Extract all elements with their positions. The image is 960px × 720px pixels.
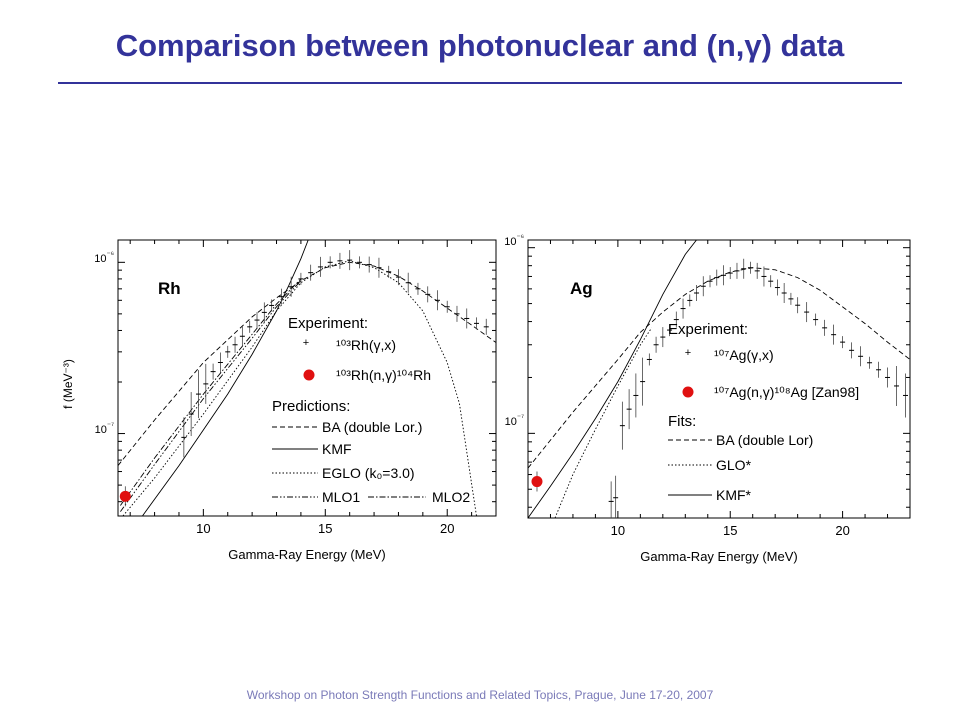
legend-entry-label: KMF [322, 441, 352, 457]
curve-ba-double-lor- [528, 267, 910, 469]
legend-experiment-heading: Experiment: [288, 315, 368, 332]
curve-mlo1 [120, 280, 302, 512]
legend-experiment-gx: ¹⁰³Rh(γ,x) [336, 337, 396, 353]
legend-fits-heading: Fits: [668, 413, 696, 430]
x-axis-label: Gamma-Ray Energy (MeV) [640, 549, 797, 564]
panel-label: Rh [158, 279, 181, 298]
ng-data-point [119, 490, 131, 502]
curve-eglo-k-3-0- [122, 260, 477, 516]
curve-kmf [142, 240, 309, 516]
y-axis-label: f (MeV⁻³) [61, 359, 75, 409]
y-tick-label: 10⁻⁶ [504, 233, 524, 248]
legend-entry-mlo2: MLO2 [432, 489, 470, 505]
plot-frame [527, 239, 911, 519]
y-tick-label: 10⁻⁷ [505, 413, 524, 428]
plot-frame [117, 239, 497, 517]
x-tick-label: 10 [611, 523, 625, 538]
curve-ba-double-lor- [118, 261, 496, 466]
legend-experiment-heading: Experiment: [668, 321, 748, 338]
legend-gx-symbol: + [685, 347, 691, 359]
legend-entry-label: BA (double Lor.) [322, 419, 422, 435]
ag-panel: 10 15 20 10⁻⁶ 10⁻⁷ Gamma-Ray Energy (MeV) Ag Ex… [504, 233, 911, 564]
x-tick-label: 15 [318, 521, 332, 536]
y-tick-label: 10⁻⁷ [95, 421, 114, 436]
x-axis-label: Gamma-Ray Energy (MeV) [228, 547, 385, 562]
curve-glo- [554, 327, 652, 518]
legend-ng-symbol [682, 386, 694, 398]
legend-ng-symbol [303, 369, 315, 381]
legend-entry-label: MLO1 [322, 489, 360, 505]
legend-entry-label: KMF* [716, 487, 752, 503]
x-tick-label: 20 [835, 523, 849, 538]
legend-experiment-ng: ¹⁰⁷Ag(n,γ)¹⁰⁸Ag [Zan98] [714, 384, 859, 400]
x-tick-label: 20 [440, 521, 454, 536]
legend-entry-label: BA (double Lor) [716, 432, 813, 448]
ng-data-point [531, 476, 543, 488]
x-tick-label: 10 [196, 521, 210, 536]
footer-text: Workshop on Photon Strength Functions an… [246, 688, 714, 702]
panel-label: Ag [570, 279, 593, 298]
y-tick-label: 10⁻⁶ [94, 250, 114, 265]
legend-experiment-ng: ¹⁰³Rh(n,γ)¹⁰⁴Rh [336, 367, 431, 383]
legend-experiment-gx: ¹⁰⁷Ag(γ,x) [714, 347, 774, 363]
rh-panel: 10 15 20 10⁻⁶ 10⁻⁷ Gamma-Ray Energy (MeV) f (M… [61, 239, 497, 562]
curve-mlo2 [120, 278, 302, 506]
legend-predictions-heading: Predictions: [272, 398, 350, 415]
legend-entry-label: GLO* [716, 457, 752, 473]
title-divider [58, 82, 902, 84]
curve-kmf- [528, 240, 697, 518]
x-tick-label: 15 [723, 523, 737, 538]
legend-entry-label: EGLO (k₀=3.0) [322, 465, 415, 481]
slide-title: Comparison between photonuclear and (n,γ… [115, 28, 845, 63]
legend-gx-symbol: + [303, 337, 309, 349]
